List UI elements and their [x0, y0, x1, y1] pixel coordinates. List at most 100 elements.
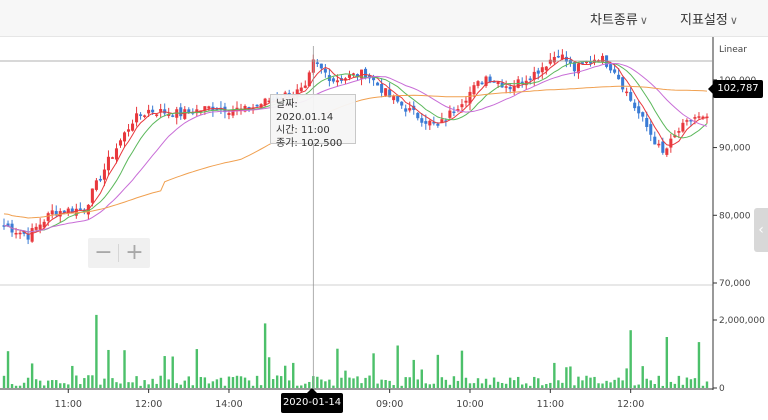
volume-bar: [456, 380, 460, 388]
candle-body: [179, 107, 183, 117]
zoom-control: − +: [88, 238, 150, 268]
volume-bar: [440, 377, 444, 388]
volume-bar: [436, 354, 440, 388]
volume-bar: [243, 377, 247, 388]
candle-body: [207, 106, 211, 109]
candle-body: [392, 96, 396, 101]
volume-bar: [565, 367, 568, 388]
indicator-settings-menu[interactable]: 지표설정 ∨: [680, 9, 738, 28]
volume-bar: [344, 370, 347, 388]
candle-body: [681, 122, 685, 132]
volume-bar: [51, 380, 54, 388]
candle-body: [588, 62, 593, 64]
candle-body: [572, 62, 576, 72]
candle-body: [693, 117, 697, 119]
candle-body: [155, 114, 159, 116]
candle-body: [102, 169, 106, 180]
candle-body: [701, 116, 705, 119]
volume-bar: [685, 377, 689, 388]
volume-tick-label: 2,000,000: [719, 316, 765, 326]
candle-body: [372, 77, 376, 81]
volume-bar: [549, 382, 552, 388]
candle-body: [420, 118, 424, 123]
volume-bar: [215, 379, 219, 388]
candle-body: [46, 213, 50, 221]
volume-bar: [496, 381, 500, 388]
candle-body: [255, 104, 259, 107]
volume-bar: [645, 378, 648, 388]
zoom-in-button[interactable]: +: [125, 240, 144, 265]
chart-type-menu[interactable]: 차트종류 ∨: [590, 9, 648, 28]
x-tick-label: 12:00: [135, 399, 162, 410]
volume-bar: [400, 385, 403, 388]
volume-bar: [621, 380, 624, 388]
candle-body: [259, 104, 263, 108]
candle-body: [645, 118, 649, 127]
side-panel-toggle[interactable]: ‹: [754, 208, 768, 252]
volume-bar: [693, 378, 697, 388]
volume-bar: [46, 380, 50, 388]
volume-bar: [14, 385, 18, 388]
candle-body: [151, 109, 155, 113]
volume-bar: [428, 384, 432, 388]
crosshair-price-label: 102,787: [708, 80, 763, 98]
volume-bar: [320, 379, 323, 388]
volume-bar: [581, 380, 584, 388]
candle-body: [319, 63, 323, 69]
volume-bar: [593, 376, 596, 388]
candle-body: [267, 100, 271, 103]
volume-bar: [521, 384, 524, 388]
volume-bar: [279, 376, 283, 388]
volume-bar: [669, 381, 673, 388]
x-tick-label: 11:00: [537, 399, 564, 410]
candle-body: [6, 223, 10, 227]
candle-body: [689, 119, 693, 122]
volume-bar: [34, 379, 38, 388]
candle-body: [613, 69, 617, 73]
volume-bar: [143, 380, 146, 388]
candle-body: [476, 81, 480, 86]
indicator-label: 지표설정: [680, 13, 728, 28]
volume-bar: [292, 362, 295, 388]
candle-body: [536, 70, 540, 74]
candle-body: [625, 91, 629, 94]
volume-bar: [115, 382, 118, 388]
candle-body: [480, 82, 484, 85]
volume-bar: [10, 384, 14, 388]
zoom-out-button[interactable]: −: [94, 240, 113, 265]
volume-bar: [661, 385, 665, 388]
volume-bar: [597, 383, 600, 388]
volume-bar: [155, 383, 158, 388]
crosshair-date-label: 2020-01-14: [281, 388, 343, 413]
volume-bar: [271, 379, 275, 388]
candle-body: [380, 83, 384, 93]
volume-bar: [689, 379, 693, 388]
volume-bar: [512, 380, 516, 388]
candle-body: [315, 62, 319, 64]
candle-body: [400, 101, 404, 106]
candle-body: [669, 138, 673, 148]
volume-bar: [239, 376, 243, 388]
candle-body: [520, 81, 524, 84]
volume-bar: [135, 376, 138, 388]
candle-body: [488, 76, 492, 83]
candle-body: [697, 116, 701, 118]
volume-bar: [408, 377, 411, 388]
volume-bar: [18, 385, 22, 388]
candle-body: [114, 148, 119, 160]
candle-body: [171, 115, 175, 117]
volume-bar: [171, 356, 174, 388]
candle-body: [110, 157, 114, 159]
candle-body: [18, 232, 22, 235]
candlestick-chart[interactable]: Linear100,00090,00080,00070,0002,000,000…: [0, 37, 768, 420]
volume-bar: [613, 379, 616, 388]
y-tick-label: 80,000: [719, 211, 751, 221]
volume-bar: [175, 383, 178, 388]
moving-average-ma_short: [3, 57, 708, 235]
candle-body: [50, 210, 54, 215]
candle-body: [54, 211, 58, 216]
grid: [0, 37, 713, 420]
candle-body: [552, 56, 556, 63]
volume-bar: [259, 385, 263, 388]
volume-bar: [127, 382, 130, 388]
